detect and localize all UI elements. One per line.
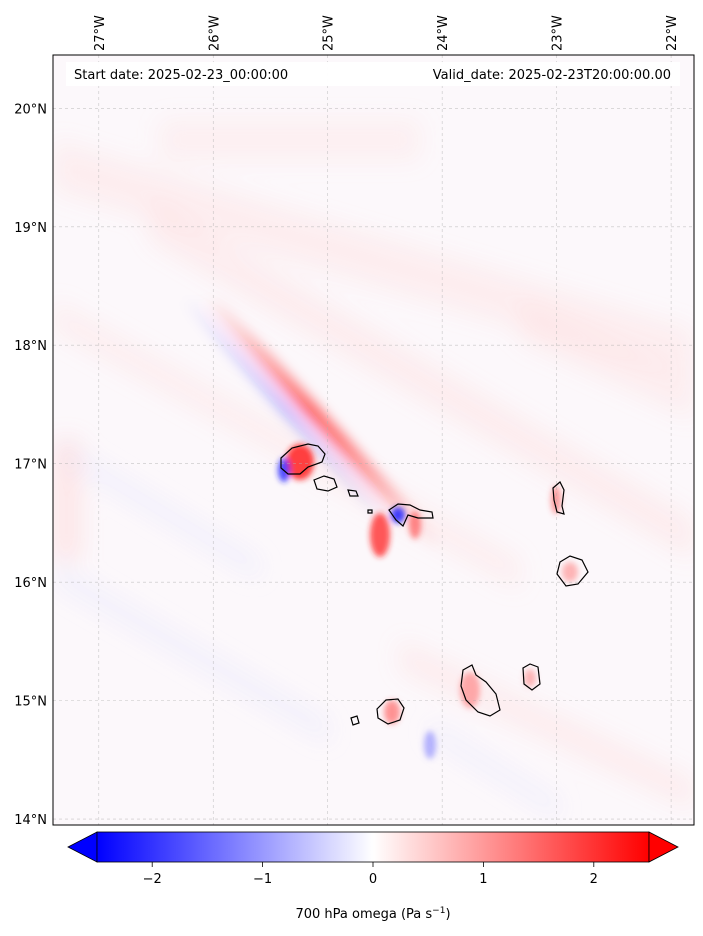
lat-tick-label: 15°N	[14, 695, 47, 710]
island-maio	[522, 663, 541, 691]
island-sao-nicolau	[388, 503, 434, 527]
lon-tick-label: 25°W	[322, 15, 337, 51]
island-fogo	[376, 698, 405, 725]
lat-tick-label: 14°N	[14, 813, 47, 828]
lon-tick-label: 24°W	[436, 15, 451, 51]
island-sao-vicente	[313, 475, 338, 492]
colorbar-label: 700 hPa omega (Pa s−1)	[295, 906, 450, 922]
colorbar-body	[96, 831, 650, 863]
lon-tick-labels: 27°W 26°W 25°W 24°W 23°W 22°W	[93, 15, 680, 51]
colorbar-tick-label: 0	[369, 872, 377, 887]
valid-date-label: Valid_date: 2025-02-23T20:00:00.00	[433, 68, 671, 83]
omega-field	[53, 120, 694, 820]
island-santiago	[460, 664, 501, 717]
island-boa-vista	[556, 555, 589, 587]
lat-tick-label: 17°N	[14, 458, 47, 473]
island-santa-luzia	[347, 489, 359, 497]
colorbar: −2 −1 0 1 2 700 hPa omega (Pa s−1)	[67, 831, 679, 922]
colorbar-tick-label: 1	[479, 872, 487, 887]
colorbar-extend-low	[67, 831, 98, 863]
island-santo-antao	[280, 443, 326, 475]
colorbar-tick-label: 2	[590, 872, 598, 887]
colorbar-tick-label: −1	[253, 872, 272, 887]
lon-tick-label: 23°W	[551, 15, 566, 51]
gridlines	[53, 55, 694, 825]
lat-tick-label: 18°N	[14, 339, 47, 354]
island-brava	[350, 715, 360, 726]
colorbar-ticks: −2 −1 0 1 2	[143, 862, 598, 887]
lat-tick-label: 19°N	[14, 221, 47, 236]
colorbar-extend-high	[648, 831, 679, 863]
island-branco	[367, 509, 373, 514]
coastlines	[280, 443, 589, 726]
map-frame	[52, 54, 695, 826]
lon-tick-label: 22°W	[665, 15, 680, 51]
start-date-label: Start date: 2025-02-23_00:00:00	[74, 68, 288, 83]
lat-tick-labels: 14°N 15°N 16°N 17°N 18°N 19°N 20°N	[14, 102, 47, 828]
lon-tick-label: 27°W	[93, 15, 108, 51]
annotation-box	[66, 62, 680, 86]
colorbar-tick-label: −2	[143, 872, 162, 887]
lat-tick-label: 16°N	[14, 576, 47, 591]
lon-tick-label: 26°W	[207, 15, 222, 51]
island-sal	[552, 481, 565, 515]
lat-tick-label: 20°N	[14, 102, 47, 117]
